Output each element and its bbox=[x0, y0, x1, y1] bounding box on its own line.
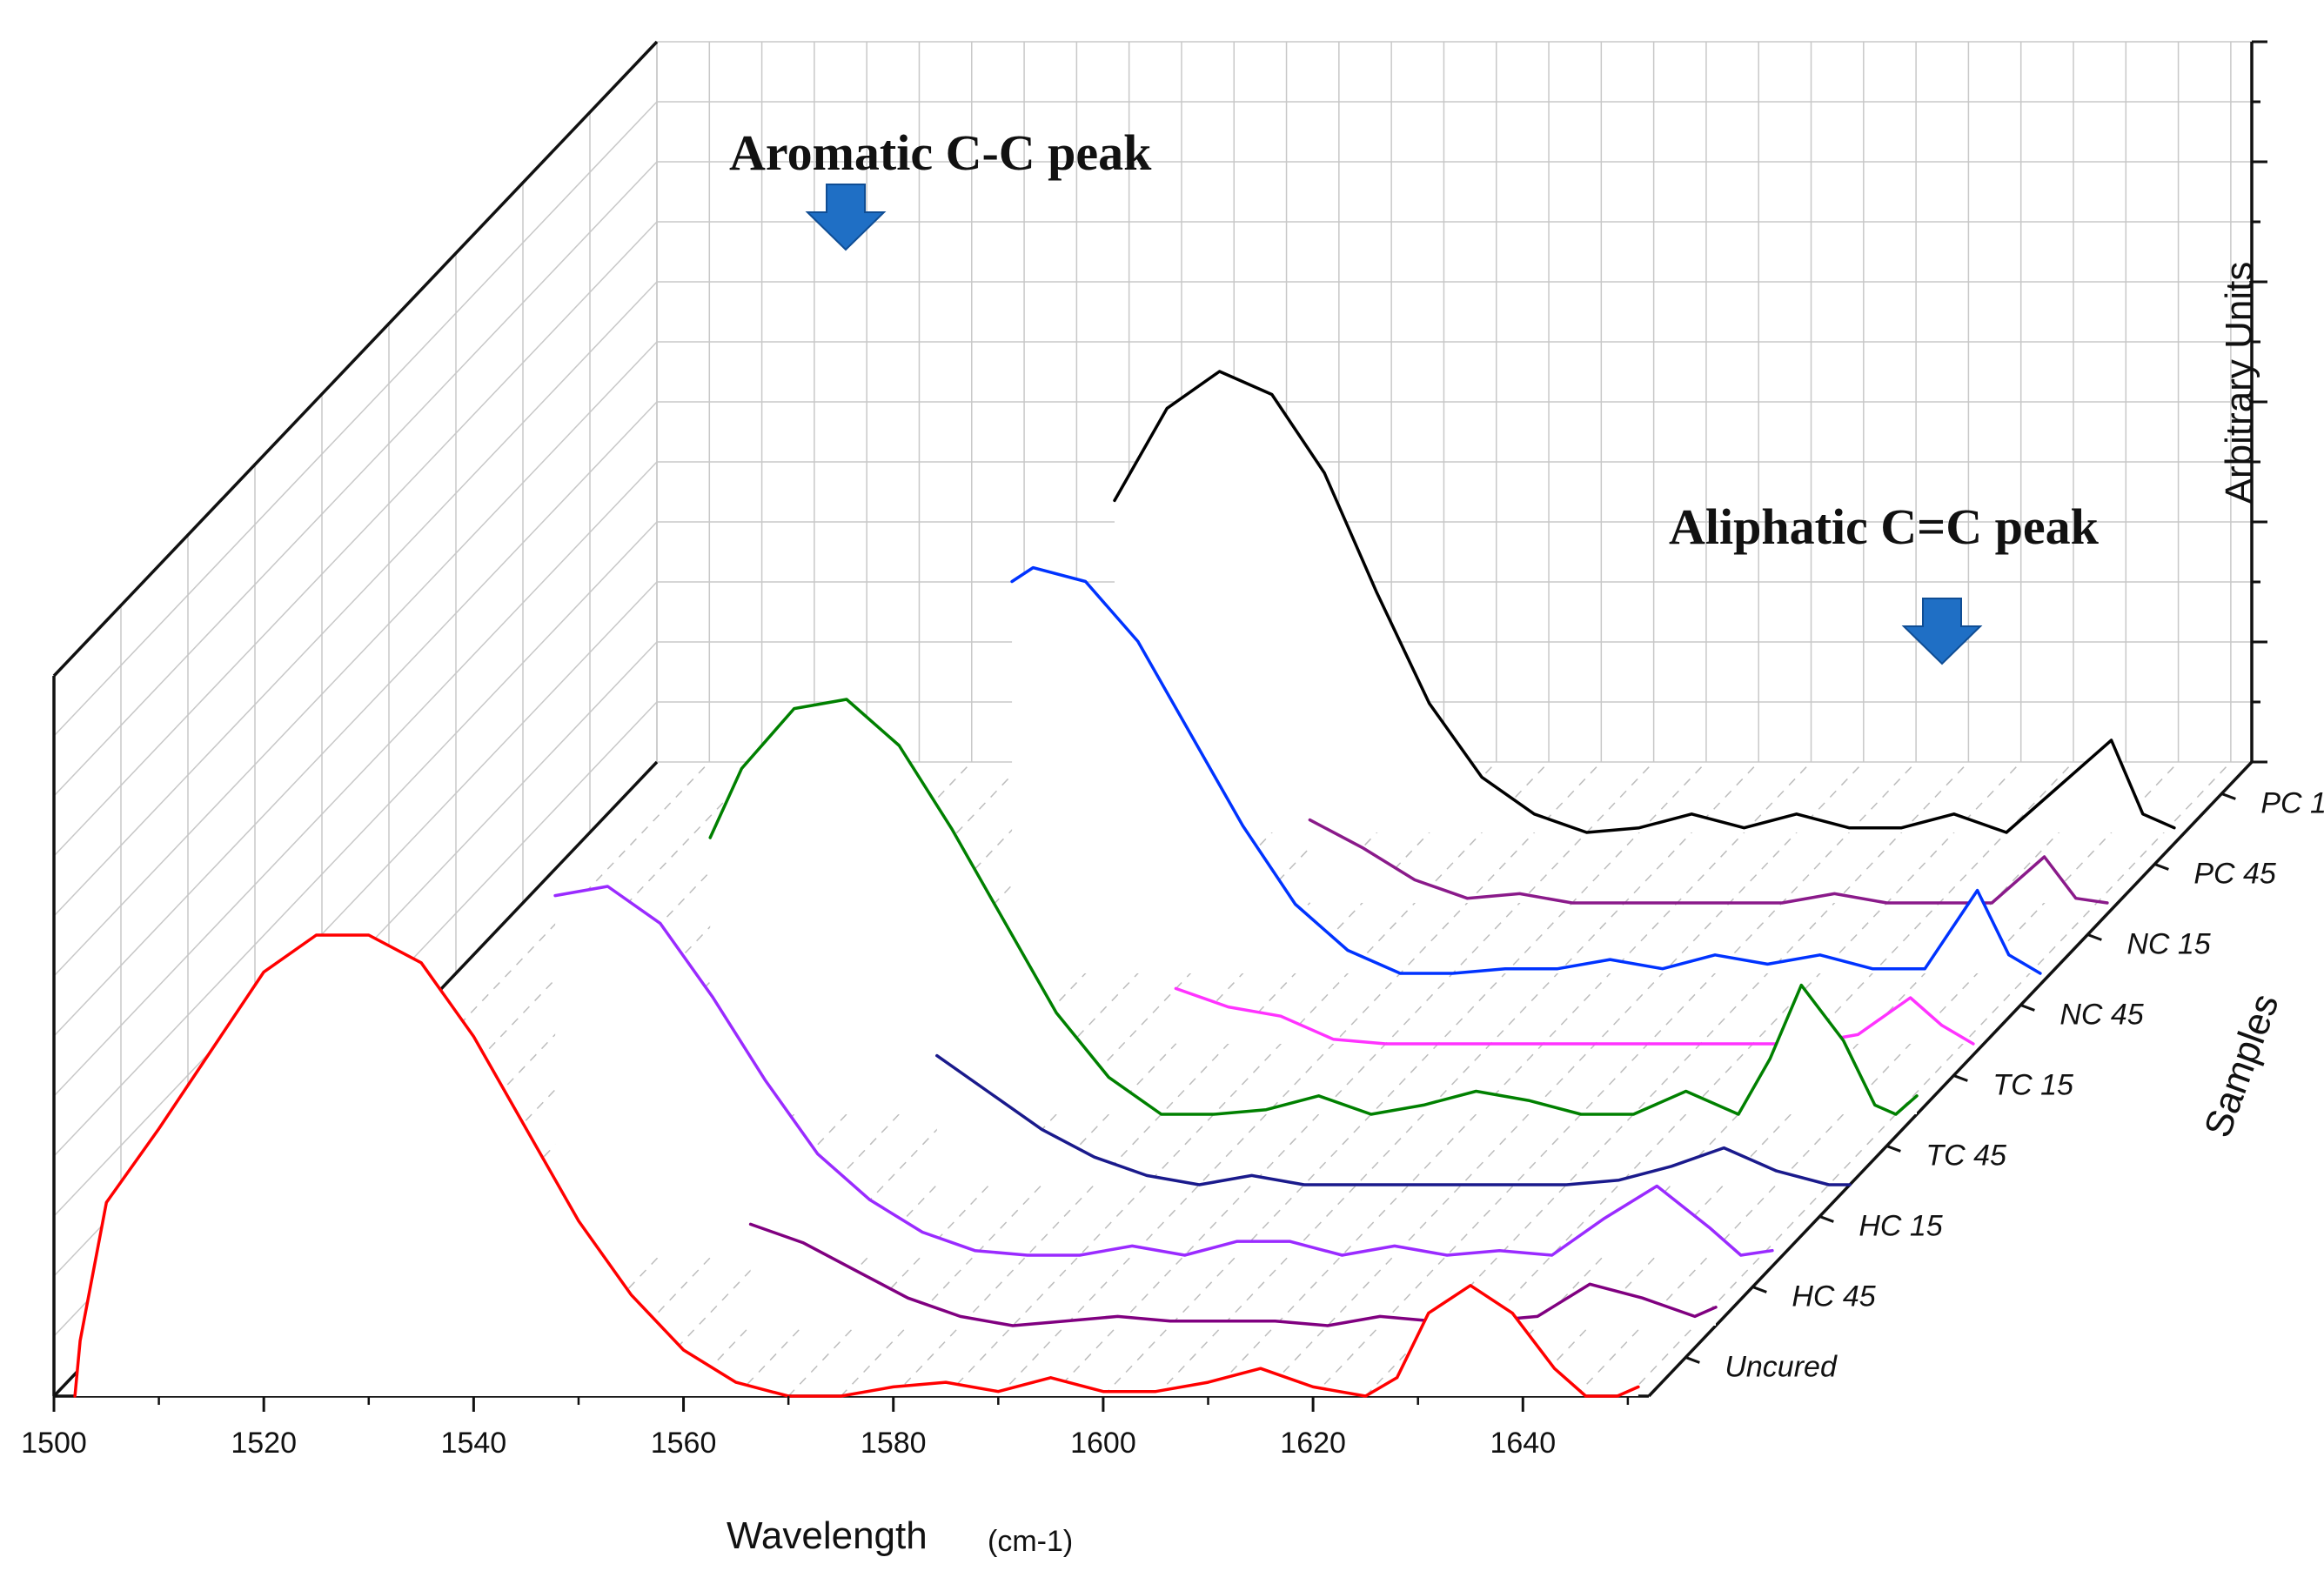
series-line-hc-15 bbox=[553, 885, 1774, 1257]
series-line-pc-15 bbox=[1113, 370, 2176, 834]
sample-label: TC 15 bbox=[1992, 1068, 2073, 1101]
x-tick-label: 1600 bbox=[1070, 1427, 1136, 1460]
x-tick-label: 1540 bbox=[441, 1427, 507, 1460]
x-tick-label: 1560 bbox=[651, 1427, 717, 1460]
series-occluder bbox=[710, 699, 1918, 1114]
x-tick-label: 1620 bbox=[1280, 1427, 1346, 1460]
aliphatic-arrow bbox=[1901, 598, 1983, 665]
series-occluder bbox=[1309, 819, 2107, 903]
z-axis-title: Samples bbox=[2196, 988, 2287, 1143]
z-tick-mark bbox=[2019, 1004, 2035, 1012]
z-tick-mark bbox=[1885, 1145, 1901, 1153]
sample-label: NC 45 bbox=[2059, 998, 2143, 1031]
floor-grid-line bbox=[1575, 761, 2180, 1397]
sample-label: PC 15 bbox=[2260, 786, 2324, 819]
side-grid-line bbox=[53, 101, 658, 737]
sample-label: TC 45 bbox=[1926, 1139, 2006, 1172]
series-occluder bbox=[936, 1055, 1850, 1185]
series-occluder bbox=[75, 935, 1638, 1396]
down-arrow-icon bbox=[1901, 598, 1983, 665]
series-line-nc-15 bbox=[1010, 565, 2042, 975]
x-tick-label: 1640 bbox=[1490, 1427, 1556, 1460]
floor-grid-line bbox=[1364, 761, 1969, 1397]
floor-grid-line bbox=[1207, 761, 1812, 1397]
side-grid-line bbox=[53, 221, 658, 857]
x-axis-title: Wavelength bbox=[727, 1514, 928, 1557]
down-arrow-icon bbox=[805, 184, 887, 251]
side-grid-line bbox=[53, 341, 658, 977]
series-line-hc-45 bbox=[748, 1222, 1718, 1327]
floor-grid-line bbox=[1627, 761, 2232, 1397]
series-occluder bbox=[555, 886, 1772, 1255]
x-tick-label: 1520 bbox=[231, 1427, 297, 1460]
sample-label: Uncured bbox=[1725, 1350, 1838, 1383]
series-group bbox=[73, 370, 2176, 1398]
series-occluder bbox=[1115, 371, 2174, 832]
floor-grid-line bbox=[1050, 761, 1655, 1397]
z-tick-mark bbox=[1952, 1074, 1968, 1082]
sample-label: PC 45 bbox=[2193, 857, 2276, 890]
series-occluder bbox=[1175, 988, 1973, 1044]
sample-label: HC 45 bbox=[1792, 1280, 1875, 1313]
z-tick-mark bbox=[2086, 933, 2102, 941]
annotation-group: Aromatic C-C peak Aliphatic C=C peak bbox=[729, 124, 2100, 665]
sample-label: HC 15 bbox=[1859, 1209, 1942, 1242]
x-axis-unit: (cm-1) bbox=[988, 1525, 1073, 1558]
top-left-edge bbox=[52, 40, 659, 678]
side-grid-line bbox=[53, 581, 658, 1217]
y-axis-title: Arbitrary Units bbox=[2218, 262, 2260, 505]
z-axis-line bbox=[1647, 760, 2254, 1398]
z-tick-mark bbox=[1751, 1286, 1767, 1293]
series-line-uncured bbox=[73, 933, 1640, 1398]
floor-grid-line bbox=[997, 761, 1602, 1397]
x-tick-label: 1580 bbox=[861, 1427, 927, 1460]
series-occluder bbox=[1012, 567, 2040, 973]
tick-group: 1500 1520 1540 1560 1580 1600 1620 1640 Uncured H… bbox=[21, 40, 2324, 1460]
series-line-nc-45 bbox=[1174, 986, 1975, 1046]
floor-grid-line bbox=[1260, 761, 1865, 1397]
floor-grid-line bbox=[945, 761, 1550, 1397]
series-line-tc-15 bbox=[708, 698, 1919, 1116]
z-tick-mark bbox=[2220, 792, 2236, 800]
series-line-tc-45 bbox=[935, 1053, 1852, 1186]
series-line-pc-45 bbox=[1308, 818, 2109, 905]
floor-grid-line bbox=[1312, 761, 1917, 1397]
aromatic-arrow bbox=[805, 184, 887, 251]
side-grid-line bbox=[53, 281, 658, 917]
side-grid-line bbox=[53, 401, 658, 1037]
side-grid-line bbox=[53, 521, 658, 1157]
series-occluder bbox=[750, 1224, 1716, 1326]
z-tick-mark bbox=[2153, 863, 2169, 871]
aliphatic-peak-label: Aliphatic C=C peak bbox=[1669, 498, 2100, 555]
z-tick-mark bbox=[1818, 1215, 1834, 1223]
z-tick-mark bbox=[1684, 1356, 1700, 1364]
floor-grid-line bbox=[1155, 761, 1759, 1397]
side-grid-line bbox=[53, 461, 658, 1097]
floor-grid-line bbox=[1417, 761, 2022, 1397]
x-tick-label: 1500 bbox=[21, 1427, 87, 1460]
floor-grid-line bbox=[1102, 761, 1707, 1397]
sample-label: NC 15 bbox=[2126, 927, 2210, 960]
side-grid-line bbox=[53, 161, 658, 797]
aromatic-peak-label: Aromatic C-C peak bbox=[729, 124, 1152, 181]
